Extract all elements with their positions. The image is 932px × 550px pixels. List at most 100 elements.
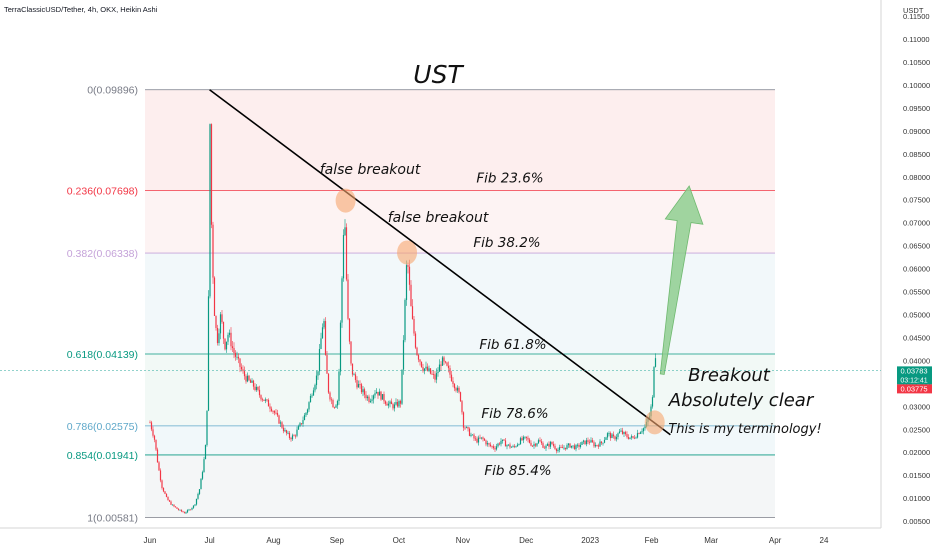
previous-close-value: 0.03775 (900, 384, 927, 393)
candle-body (158, 462, 160, 471)
candle-body (344, 227, 346, 235)
candle-body (314, 385, 316, 391)
candle-body (641, 431, 643, 433)
candle-body (590, 440, 592, 443)
candle-body (464, 427, 466, 429)
candle-body (380, 391, 382, 400)
candle-body (455, 388, 457, 391)
candle-body (299, 423, 301, 427)
candle-body (354, 374, 357, 380)
candle-body (404, 299, 406, 341)
candle-body (587, 440, 589, 442)
candle-body (497, 443, 499, 447)
candle-body (509, 444, 511, 448)
candle-body (635, 437, 637, 439)
time-tick-label: 24 (820, 536, 829, 545)
candle-body (651, 397, 654, 407)
candle-body (531, 445, 534, 447)
candle-body (492, 446, 495, 449)
fib-ratio-label: 0(0.09896) (87, 85, 138, 97)
fib-ratio-label: 1(0.00581) (87, 512, 138, 524)
candle-body (237, 356, 240, 359)
candle-body (440, 364, 442, 366)
time-tick-label: Mar (704, 536, 718, 545)
candle-body (209, 124, 211, 297)
price-tick-label: 0.02500 (903, 425, 930, 434)
candle-body (170, 501, 172, 505)
candle-body (446, 362, 448, 366)
candle-body (288, 432, 291, 439)
candle-body (483, 438, 486, 441)
candle-body (503, 439, 505, 441)
candle-body (413, 319, 415, 334)
candle-body (470, 434, 472, 436)
price-tick-label: 0.01500 (903, 471, 930, 480)
candle-body (278, 415, 280, 424)
candle-body (585, 440, 588, 445)
candle-body (477, 437, 480, 443)
candle-body (644, 426, 646, 429)
fib-band (145, 190, 775, 254)
candle-body (539, 440, 541, 442)
candle-body (318, 349, 321, 372)
candle-body (438, 364, 441, 372)
candle-body (512, 446, 514, 447)
candle-body (584, 440, 586, 445)
candle-body (272, 411, 274, 412)
candle-body (618, 431, 621, 434)
candle-body (263, 399, 265, 401)
candle-body (608, 433, 610, 434)
candle-body (351, 363, 354, 375)
candle-body (162, 487, 165, 492)
candle-body (284, 430, 286, 432)
candle-body (609, 433, 612, 439)
price-tick-label: 0.08500 (903, 150, 930, 159)
candle-body (225, 341, 228, 350)
candle-body (383, 394, 385, 402)
time-tick-label: Oct (393, 536, 406, 545)
candle-body (582, 440, 585, 442)
candle-body (215, 315, 217, 328)
candle-body (405, 265, 408, 300)
candle-body (480, 437, 483, 439)
candle-body (275, 412, 277, 414)
candle-body (282, 427, 285, 432)
candle-body (573, 445, 576, 450)
candle-body (593, 442, 595, 447)
candle-body (416, 347, 418, 356)
candle-body (548, 443, 550, 447)
candle-body (374, 393, 376, 396)
price-candles (149, 123, 657, 515)
candle-body (428, 368, 430, 371)
candle-body (348, 318, 351, 342)
candle-body (638, 433, 640, 434)
candle-body (542, 443, 544, 448)
chart-title: UST (413, 60, 464, 89)
candle-body (312, 390, 315, 396)
candle-body (228, 332, 231, 335)
candle-body (504, 440, 507, 447)
candle-body (311, 395, 313, 397)
fib-ratio-label: 0.618(0.04139) (67, 349, 138, 361)
candle-body (450, 374, 453, 382)
previous-close-tag: 0.03775 (897, 384, 932, 394)
candle-body (186, 510, 189, 513)
candle-body (377, 391, 379, 396)
candle-body (615, 436, 618, 440)
candle-body (291, 435, 294, 440)
candle-body (266, 399, 268, 401)
candle-body (429, 368, 432, 374)
candle-body (356, 379, 358, 388)
candle-body (500, 441, 502, 445)
candle-body (507, 444, 510, 446)
false-breakout-label-2: false breakout (388, 210, 489, 226)
candle-body (468, 428, 471, 436)
candle-body (248, 375, 250, 381)
candle-body (393, 404, 396, 409)
candle-body (534, 444, 537, 446)
candle-body (390, 401, 393, 405)
price-tick-label: 0.05000 (903, 311, 930, 320)
candle-body (320, 338, 322, 350)
candle-body (216, 327, 219, 344)
candle-body (495, 446, 498, 450)
